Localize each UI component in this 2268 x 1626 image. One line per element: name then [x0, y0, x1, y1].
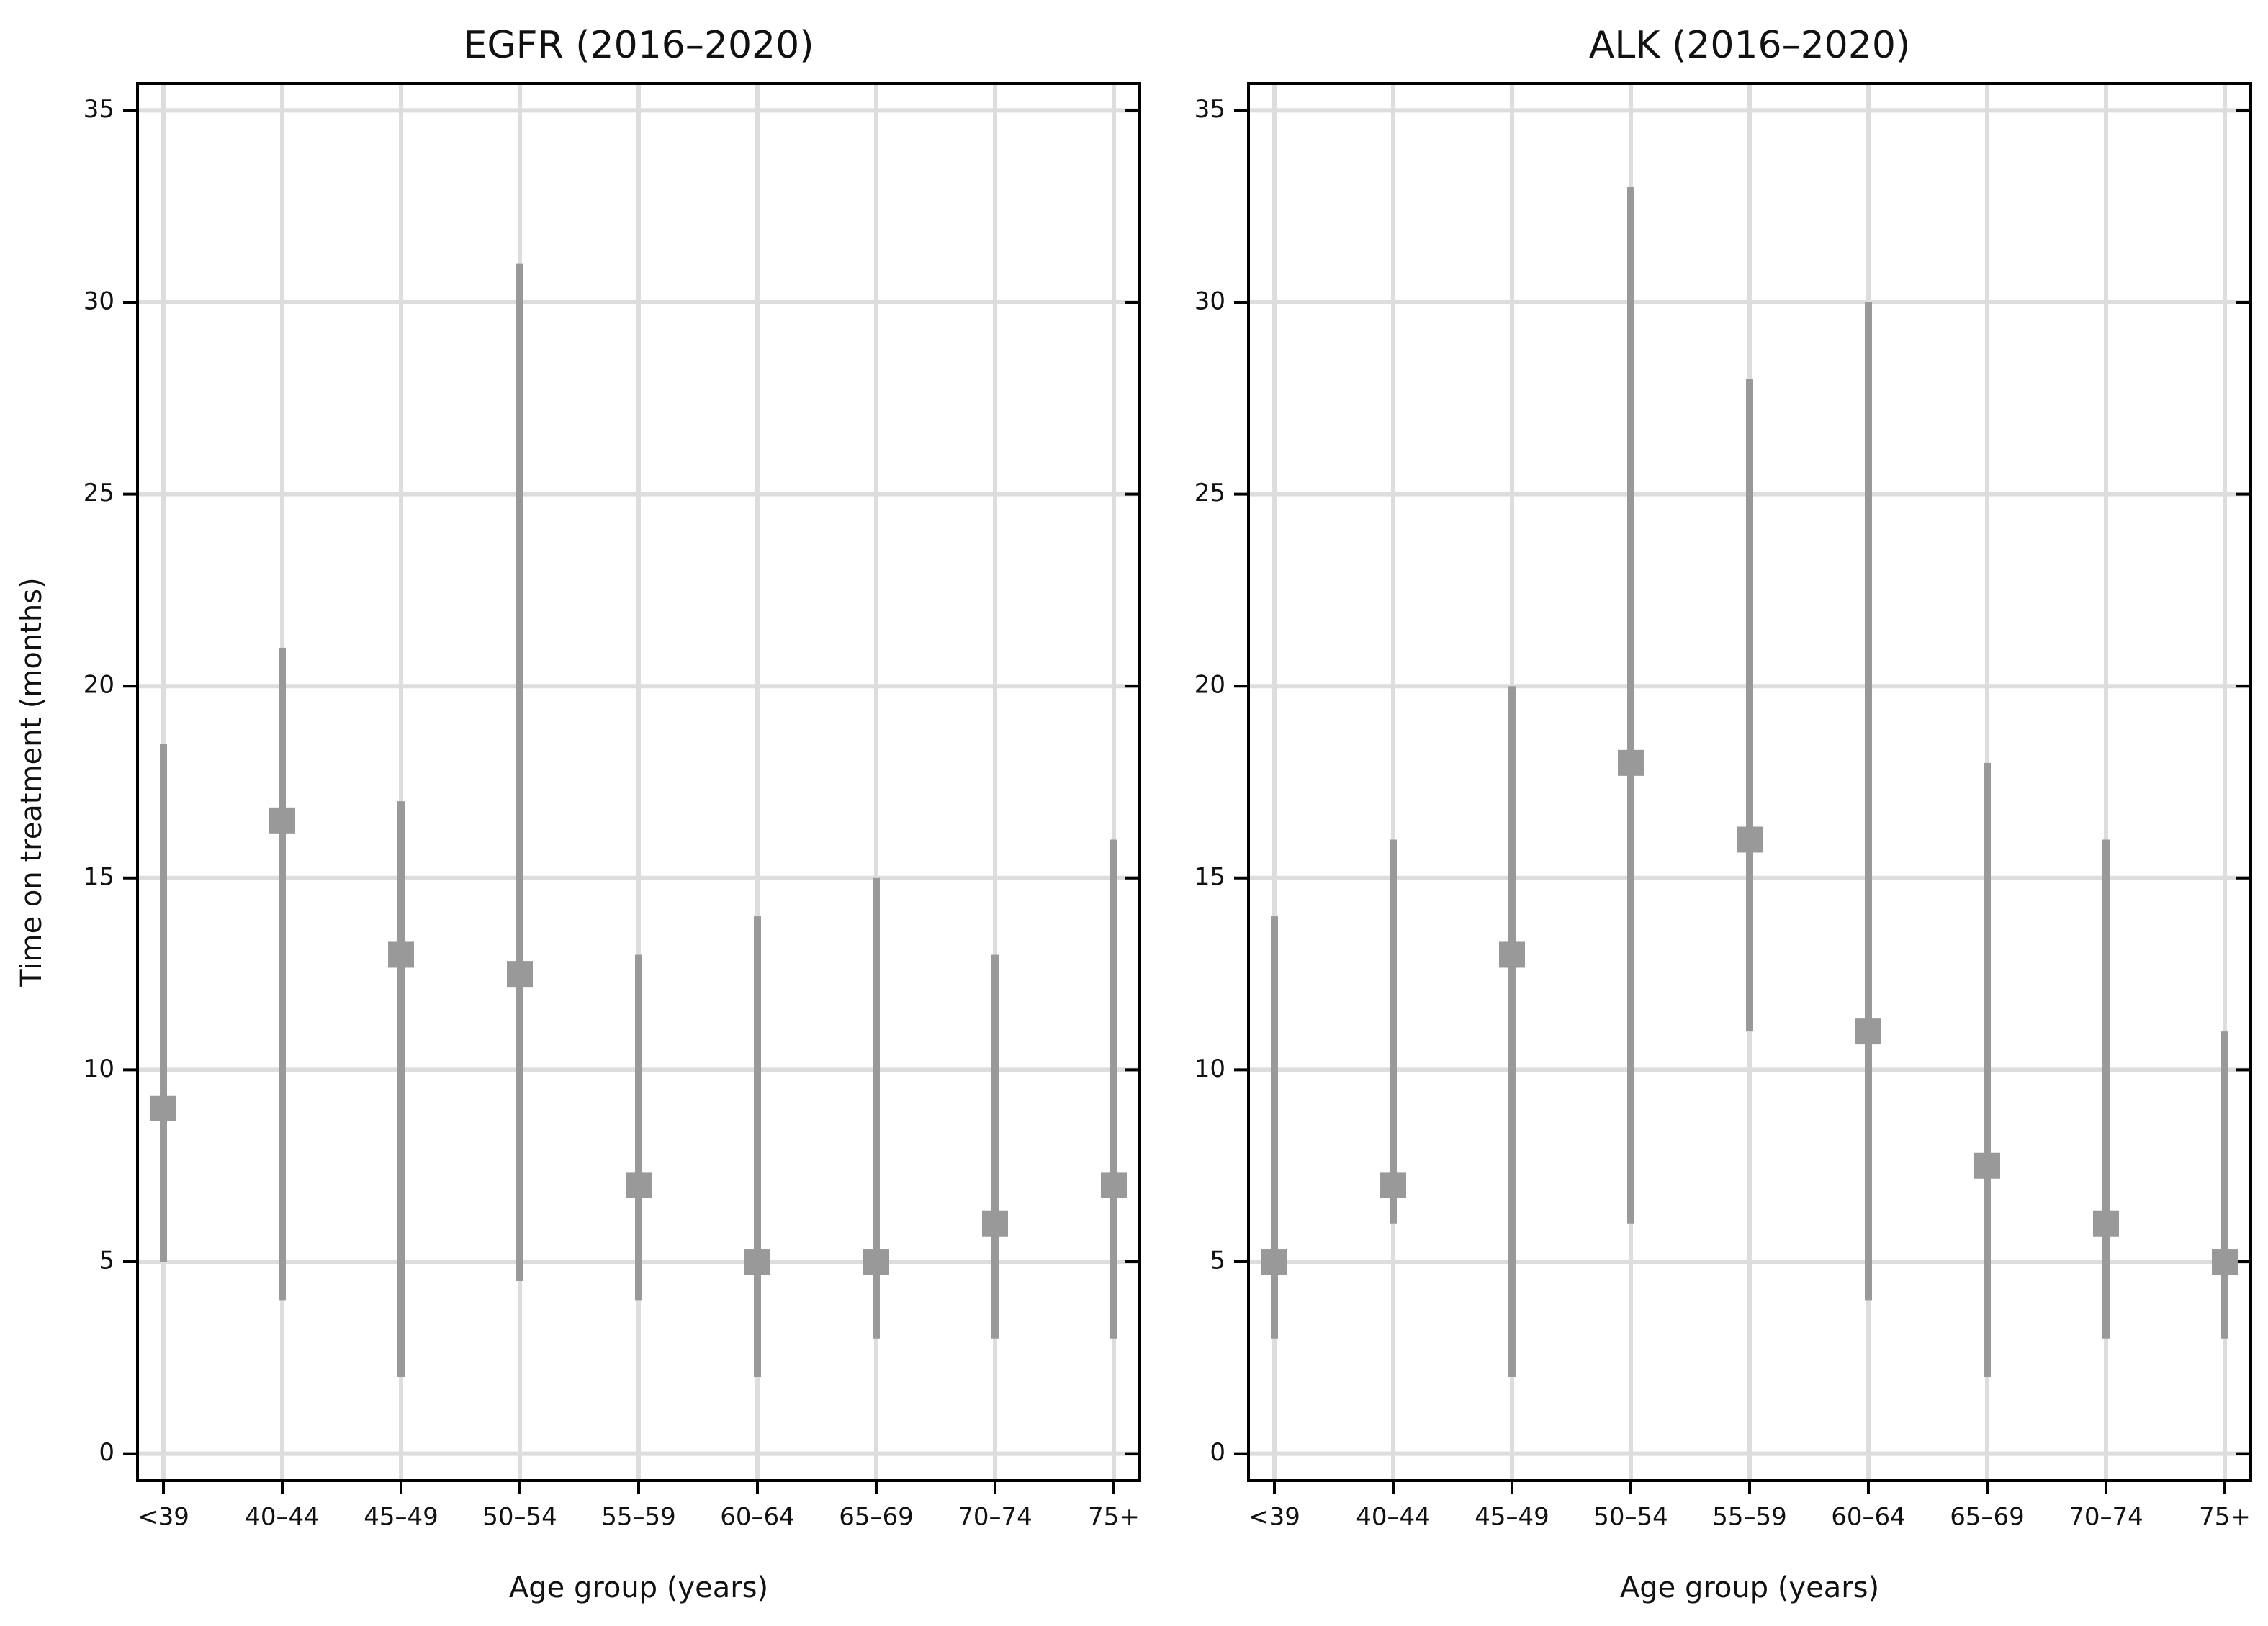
plot-frame	[1247, 82, 2252, 1482]
x-tick-label: <39	[138, 1503, 189, 1532]
median-marker	[1974, 1152, 2000, 1179]
x-tick-label: 75+	[1088, 1503, 1140, 1532]
x-tick-label: 50–54	[1593, 1503, 1668, 1532]
x-tick-label: 55–59	[601, 1503, 676, 1532]
median-marker	[2093, 1210, 2119, 1237]
median-marker	[626, 1172, 652, 1198]
x-tick-label: 70–74	[958, 1503, 1032, 1532]
y-tick-label: 10	[1194, 1054, 1225, 1083]
x-tick-label: 60–64	[1831, 1503, 1906, 1532]
x-tick-label: 45–49	[364, 1503, 438, 1532]
median-marker	[507, 961, 533, 988]
y-tick-label: 20	[84, 671, 114, 700]
median-marker	[1380, 1172, 1406, 1198]
x-tick-label: 50–54	[482, 1503, 557, 1532]
y-tick-label: 25	[1194, 479, 1225, 507]
y-tick-label: 10	[84, 1054, 114, 1083]
x-tick-label: 65–69	[1950, 1503, 2025, 1532]
median-marker	[982, 1210, 1008, 1237]
median-marker	[1737, 826, 1763, 853]
median-marker	[744, 1249, 770, 1275]
median-marker	[1855, 1018, 1881, 1045]
x-tick-label: 70–74	[2069, 1503, 2143, 1532]
median-marker	[2212, 1249, 2238, 1275]
x-tick-label: 75+	[2199, 1503, 2251, 1532]
median-marker	[1499, 941, 1525, 968]
y-tick-label: 35	[84, 95, 114, 124]
median-marker	[388, 941, 414, 968]
panel-title: EGFR (2016–2020)	[464, 24, 814, 67]
y-tick-label: 0	[1210, 1438, 1225, 1467]
y-tick-label: 20	[1194, 671, 1225, 700]
median-marker	[150, 1095, 176, 1121]
y-tick-label: 15	[84, 862, 114, 891]
y-tick-label: 30	[84, 286, 114, 315]
y-tick-label: 25	[84, 479, 114, 507]
x-axis-label: Age group (years)	[509, 1571, 768, 1604]
y-tick-label: 30	[1194, 286, 1225, 315]
y-tick-label: 5	[99, 1247, 114, 1275]
median-marker	[1101, 1172, 1127, 1198]
y-tick-label: 5	[1210, 1247, 1225, 1275]
x-tick-label: 40–44	[245, 1503, 320, 1532]
x-tick-label: 65–69	[839, 1503, 914, 1532]
median-marker	[1261, 1249, 1287, 1275]
plot-frame	[136, 82, 1141, 1482]
median-marker	[269, 807, 295, 834]
x-tick-label: 45–49	[1475, 1503, 1549, 1532]
y-tick-label: 15	[1194, 862, 1225, 891]
x-tick-label: <39	[1248, 1503, 1300, 1532]
x-axis-label: Age group (years)	[1620, 1571, 1879, 1604]
x-tick-label: 55–59	[1712, 1503, 1787, 1532]
y-tick-label: 0	[99, 1438, 114, 1467]
median-marker	[1618, 749, 1644, 776]
panel-title: ALK (2016–2020)	[1589, 24, 1910, 67]
x-tick-label: 60–64	[720, 1503, 795, 1532]
y-axis-label: Time on treatment (months)	[15, 577, 48, 987]
median-marker	[863, 1249, 889, 1275]
x-tick-label: 40–44	[1356, 1503, 1431, 1532]
y-tick-label: 35	[1194, 95, 1225, 124]
